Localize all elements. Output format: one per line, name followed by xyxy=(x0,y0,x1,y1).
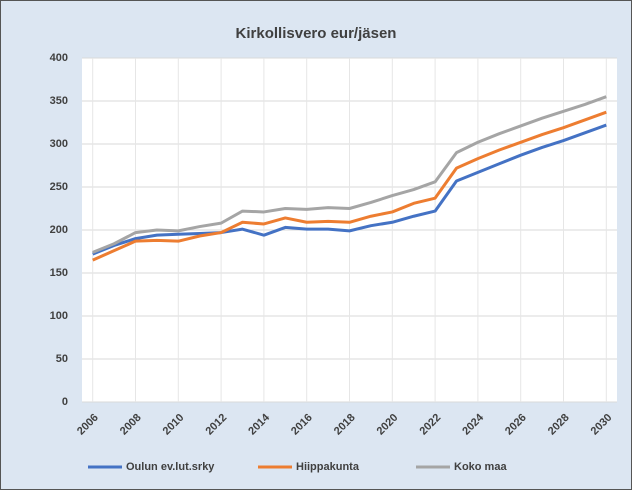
y-tick-label: 50 xyxy=(56,353,68,365)
y-tick-label: 300 xyxy=(50,138,68,150)
y-tick-label: 150 xyxy=(50,267,68,279)
y-tick-label: 0 xyxy=(62,396,68,408)
chart-title: Kirkollisvero eur/jäsen xyxy=(236,25,397,42)
line-series xyxy=(92,123,607,256)
line-series xyxy=(92,95,607,254)
y-tick-label: 200 xyxy=(50,224,68,236)
y-tick-label: 250 xyxy=(50,181,68,193)
legend-label: Koko maa xyxy=(454,461,507,473)
y-tick-label: 100 xyxy=(50,310,68,322)
y-tick-label: 350 xyxy=(50,95,68,107)
y-tick-label: 400 xyxy=(50,52,68,64)
line-series xyxy=(92,110,607,262)
legend-label: Hiippakunta xyxy=(296,461,360,473)
legend-label: Oulun ev.lut.srky xyxy=(126,461,215,473)
